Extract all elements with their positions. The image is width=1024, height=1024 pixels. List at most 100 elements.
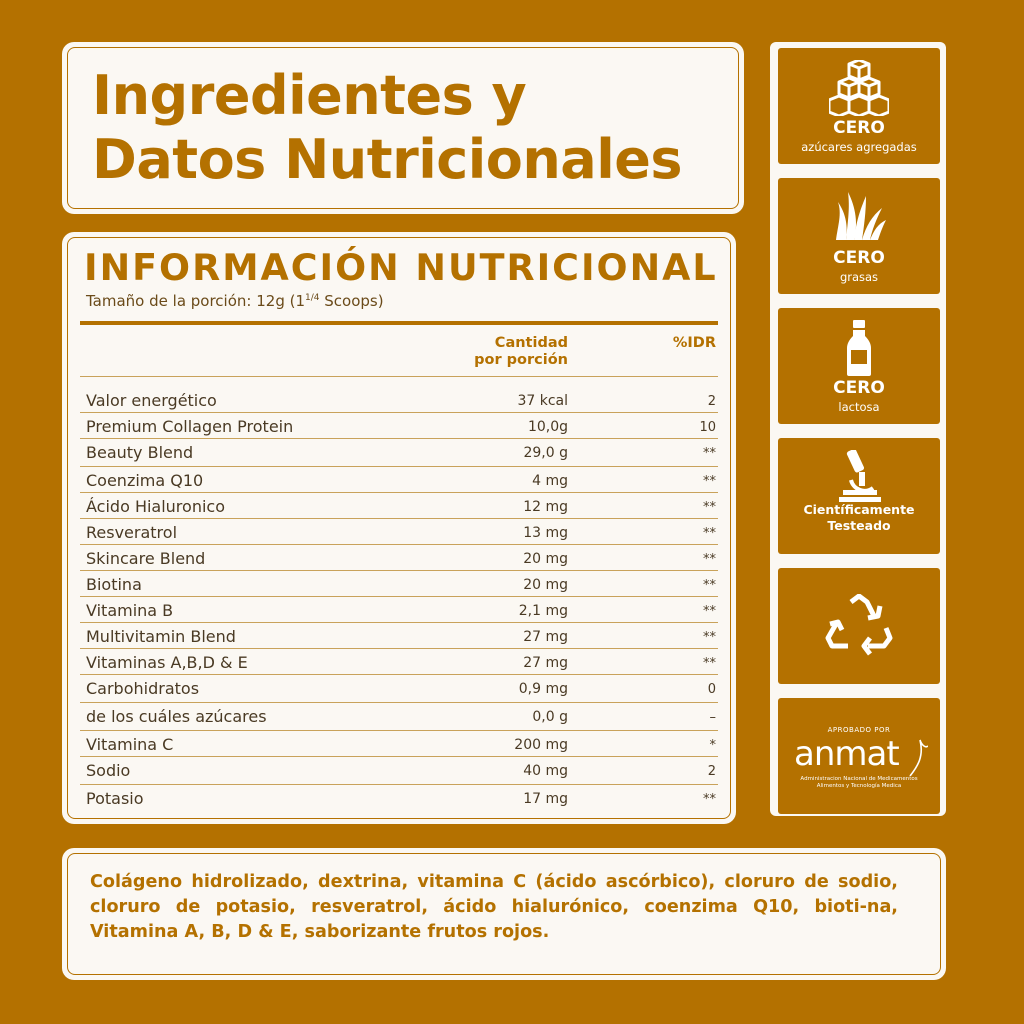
nutrient-name: de los cuáles azúcares (86, 707, 267, 726)
nutrient-idr: ** (703, 552, 716, 567)
table-row: Potasio 17 mg ** (80, 784, 718, 811)
nutrient-name: Beauty Blend (86, 443, 194, 462)
nutrient-amount: 12 mg (523, 499, 568, 515)
column-header-amount: Cantidad por porción (474, 335, 568, 369)
nutrient-name: Coenzima Q10 (86, 471, 204, 490)
nutrient-amount: 0,9 mg (518, 681, 568, 697)
nutrient-idr: 2 (707, 764, 716, 779)
divider (80, 321, 718, 325)
anmat-caption: APROBADO POR (827, 726, 891, 734)
grass-icon (778, 190, 940, 246)
nutrition-heading: INFORMACIÓN NUTRICIONAL (84, 246, 718, 289)
nutrient-amount: 29,0 g (523, 445, 568, 461)
nutrient-name: Potasio (86, 789, 144, 808)
badge-sugar-title: CERO (833, 118, 885, 138)
ingredients-card: Colágeno hidrolizado, dextrina, vitamina… (62, 848, 946, 980)
badge-science-tested: Científicamente Testeado (778, 438, 940, 554)
nutrient-name: Resveratrol (86, 523, 178, 542)
nutrient-amount: 2,1 mg (518, 603, 568, 619)
nutrient-name: Biotina (86, 575, 142, 594)
badges-sidebar: CERO azúcares agregadas CERO grasas CERO… (770, 42, 946, 816)
nutrient-amount: 10,0g (527, 419, 568, 435)
table-row: Vitamina B 2,1 mg ** (80, 596, 718, 623)
nutrient-amount: 13 mg (523, 525, 568, 541)
serving-size: Tamaño de la porción: 12g (11/4 Scoops) (86, 292, 384, 310)
table-row: de los cuáles azúcares 0,0 g – (80, 702, 718, 729)
nutrient-idr: ** (703, 474, 716, 489)
nutrient-amount: 4 mg (532, 473, 568, 489)
table-row: Vitamina C 200 mg * (80, 730, 718, 757)
serving-fraction: 1/4 (305, 293, 320, 303)
badge-anmat: APROBADO POR anmat Administracion Nacion… (778, 698, 940, 814)
column-header-amount-line-2: por porción (474, 352, 568, 368)
nutrient-idr: ** (703, 792, 716, 807)
nutrient-idr: ** (703, 526, 716, 541)
nutrient-idr: ** (703, 500, 716, 515)
nutrient-name: Valor energético (86, 391, 217, 410)
nutrient-amount: 27 mg (523, 629, 568, 645)
title-line-1: Ingredientes y (92, 64, 527, 127)
nutrient-idr: ** (703, 656, 716, 671)
anmat-subtitle: Administracion Nacional de Medicamentos … (794, 776, 924, 789)
microscope-icon (778, 450, 940, 506)
badge-science-text: Científicamente Testeado (778, 502, 940, 534)
nutrient-amount: 0,0 g (532, 709, 568, 725)
nutrient-amount: 20 mg (523, 551, 568, 567)
badge-zero-fat: CERO grasas (778, 178, 940, 294)
nutrient-amount: 200 mg (514, 737, 568, 753)
nutrient-name: Vitamina B (86, 601, 174, 620)
table-row: Vitaminas A,B,D & E 27 mg ** (80, 648, 718, 675)
nutrient-idr: * (709, 738, 717, 753)
badge-fat-title: CERO (833, 248, 885, 268)
badge-science-line-2: Testeado (827, 518, 891, 533)
nutrient-idr: – (709, 710, 717, 725)
badge-zero-sugar: CERO azúcares agregadas (778, 48, 940, 164)
ingredients-text: Colágeno hidrolizado, dextrina, vitamina… (90, 872, 898, 942)
nutrient-name: Multivitamin Blend (86, 627, 236, 646)
nutrient-idr: ** (703, 604, 716, 619)
badge-recyclable (778, 568, 940, 684)
nutrient-name: Vitaminas A,B,D & E (86, 653, 248, 672)
nutrient-idr: 10 (699, 420, 716, 435)
table-row: Valor energético 37 kcal 2 (80, 376, 718, 413)
badge-zero-lactose: CERO lactosa (778, 308, 940, 424)
serving-suffix: Scoops) (319, 292, 384, 310)
nutrient-amount: 27 mg (523, 655, 568, 671)
nutrient-name: Vitamina C (86, 735, 174, 754)
badge-lactose-label: lactosa (838, 400, 880, 414)
nutrient-amount: 17 mg (523, 791, 568, 807)
nutrient-amount: 40 mg (523, 763, 568, 779)
anmat-subtitle-line-1: Administracion Nacional de Medicamentos (800, 776, 918, 782)
table-row: Ácido Hialuronico 12 mg ** (80, 492, 718, 519)
table-row: Beauty Blend 29,0 g ** (80, 438, 718, 465)
nutrient-amount: 37 kcal (517, 393, 568, 409)
badge-lactose-title: CERO (833, 378, 885, 398)
table-row: Coenzima Q10 4 mg ** (80, 466, 718, 493)
nutrient-name: Skincare Blend (86, 549, 206, 568)
table-row: Biotina 20 mg ** (80, 570, 718, 597)
table-row: Resveratrol 13 mg ** (80, 518, 718, 545)
badge-fat-label: grasas (839, 270, 879, 284)
nutrient-idr: ** (703, 446, 716, 461)
table-row: Skincare Blend 20 mg ** (80, 544, 718, 571)
nutrition-facts-card: INFORMACIÓN NUTRICIONAL Tamaño de la por… (62, 232, 736, 824)
anmat-figure-icon (909, 739, 928, 776)
sugar-cubes-icon (778, 60, 940, 116)
nutrient-idr: 0 (707, 682, 716, 697)
milk-bottle-icon (778, 320, 940, 376)
table-row: Premium Collagen Protein 10,0g 10 (80, 412, 718, 439)
anmat-subtitle-line-2: Alimentos y Tecnología Medica (816, 782, 902, 789)
table-row: Multivitamin Blend 27 mg ** (80, 622, 718, 649)
nutrient-name: Carbohidratos (86, 679, 200, 698)
page-title: Ingredientes y Datos Nutricionales (92, 64, 682, 192)
serving-prefix: Tamaño de la porción: 12g (1 (86, 292, 306, 310)
nutrient-idr: 2 (707, 394, 716, 409)
table-row: Carbohidratos 0,9 mg 0 (80, 674, 718, 701)
badge-sugar-label: azúcares agregadas (801, 140, 917, 154)
anmat-logo: anmat (794, 734, 900, 774)
nutrient-name: Ácido Hialuronico (86, 497, 225, 516)
nutrient-name: Premium Collagen Protein (86, 417, 294, 436)
nutrient-idr: ** (703, 630, 716, 645)
title-card: Ingredientes y Datos Nutricionales (62, 42, 744, 214)
recycle-icon (778, 594, 940, 660)
